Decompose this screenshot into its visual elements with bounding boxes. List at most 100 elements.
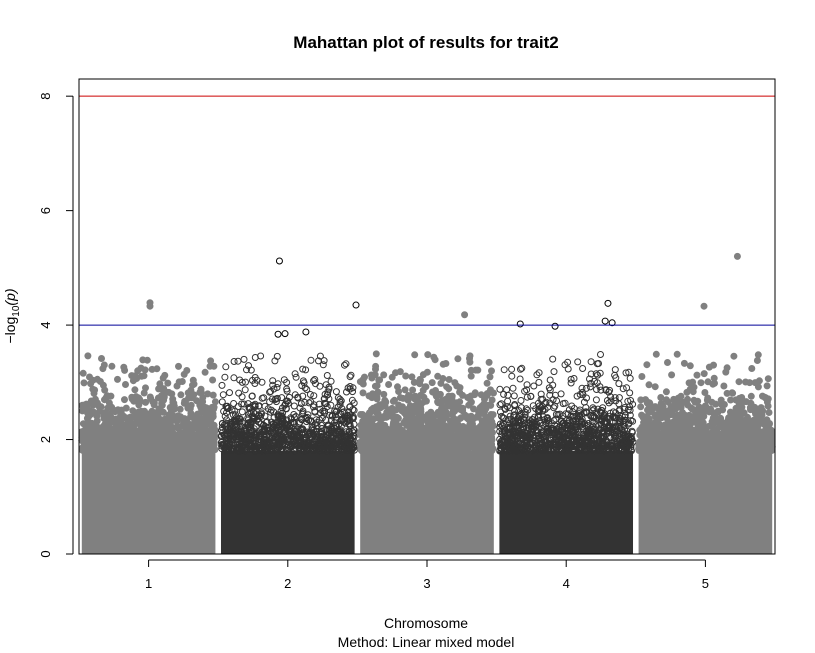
snp-point — [204, 440, 211, 448]
snp-point — [651, 383, 659, 391]
snp-point — [429, 434, 437, 442]
snp-point — [88, 428, 96, 436]
snp-point — [169, 424, 177, 432]
snp-point — [477, 391, 485, 399]
snp-point — [517, 397, 525, 404]
snp-point — [463, 414, 471, 422]
snp-point — [380, 423, 388, 430]
snp-point — [700, 370, 708, 378]
chromosome-2-points — [217, 352, 358, 554]
snp-point — [380, 371, 388, 379]
snp-point — [241, 386, 249, 394]
snp-point — [486, 447, 494, 455]
snp-point — [402, 431, 410, 439]
snp-point — [611, 366, 619, 374]
snp-point — [483, 390, 491, 398]
snp-point — [361, 418, 369, 425]
snp-point — [80, 429, 88, 437]
snp-point — [382, 398, 390, 406]
snp-point — [154, 434, 162, 442]
snp-point — [459, 407, 467, 415]
snp-point — [449, 447, 457, 455]
snp-point — [121, 396, 128, 404]
data-points — [78, 252, 776, 554]
snp-point — [210, 403, 218, 411]
snp-point — [424, 411, 432, 419]
snp-point — [434, 426, 442, 434]
snp-point — [167, 407, 175, 415]
snp-point — [165, 413, 173, 421]
snp-point — [448, 394, 456, 402]
snp-point — [546, 376, 554, 384]
snp-point — [662, 388, 670, 396]
snp-point — [94, 433, 102, 441]
snp-point — [439, 375, 447, 382]
snp-point — [219, 391, 227, 399]
snp-point — [148, 423, 156, 430]
snp-point — [686, 362, 694, 370]
snp-point — [155, 385, 163, 393]
snp-point — [657, 394, 665, 401]
snp-point — [597, 351, 604, 358]
snp-point — [549, 355, 557, 363]
snp-point — [402, 437, 410, 445]
snp-point — [396, 433, 404, 441]
snp-point — [342, 360, 350, 368]
snp-point — [485, 358, 493, 366]
snp-point — [371, 371, 379, 379]
snp-point — [149, 416, 157, 424]
snp-point — [509, 384, 517, 392]
snp-point — [138, 435, 146, 443]
snp-point — [122, 404, 130, 412]
snp-point — [210, 435, 218, 443]
snp-point — [645, 381, 653, 389]
snp-point — [391, 406, 399, 414]
snp-point — [140, 372, 148, 380]
snp-point — [207, 357, 215, 365]
snp-point — [370, 424, 378, 431]
snp-point — [130, 372, 138, 380]
snp-point — [403, 395, 411, 403]
snp-point — [626, 374, 634, 382]
snp-point — [161, 371, 169, 379]
snp-point — [406, 418, 414, 426]
snp-point — [403, 447, 410, 455]
snp-point — [747, 392, 755, 400]
snp-point — [443, 412, 450, 420]
snp-point — [179, 429, 187, 437]
snp-point — [418, 400, 425, 408]
snp-point — [207, 446, 215, 454]
snp-point — [221, 373, 229, 381]
snp-point — [375, 376, 383, 384]
snp-point — [89, 408, 97, 416]
snp-point — [319, 361, 327, 369]
snp-point — [409, 386, 417, 394]
snp-point — [362, 446, 369, 454]
snp-point — [480, 410, 487, 418]
snp-point — [93, 375, 101, 383]
snp-point — [79, 369, 87, 377]
snp-point — [504, 391, 512, 399]
snp-point — [574, 358, 582, 366]
snp-point — [327, 377, 335, 385]
snp-point — [197, 408, 205, 416]
snp-point — [230, 358, 238, 365]
snp-point — [486, 373, 494, 381]
snp-point — [292, 373, 300, 381]
snp-point — [131, 386, 139, 394]
snp-point — [78, 401, 86, 409]
snp-point — [374, 433, 382, 441]
snp-point — [697, 379, 705, 387]
snp-point — [579, 365, 587, 372]
snp-point — [380, 390, 388, 398]
snp-point — [510, 392, 518, 400]
snp-point — [471, 391, 479, 399]
snp-point — [186, 405, 194, 413]
snp-point — [183, 367, 191, 374]
snp-point — [487, 438, 495, 445]
snp-point — [496, 385, 504, 393]
snp-point — [187, 386, 195, 394]
snp-point — [150, 399, 158, 407]
snp-point — [120, 412, 128, 420]
snp-point — [500, 366, 508, 374]
